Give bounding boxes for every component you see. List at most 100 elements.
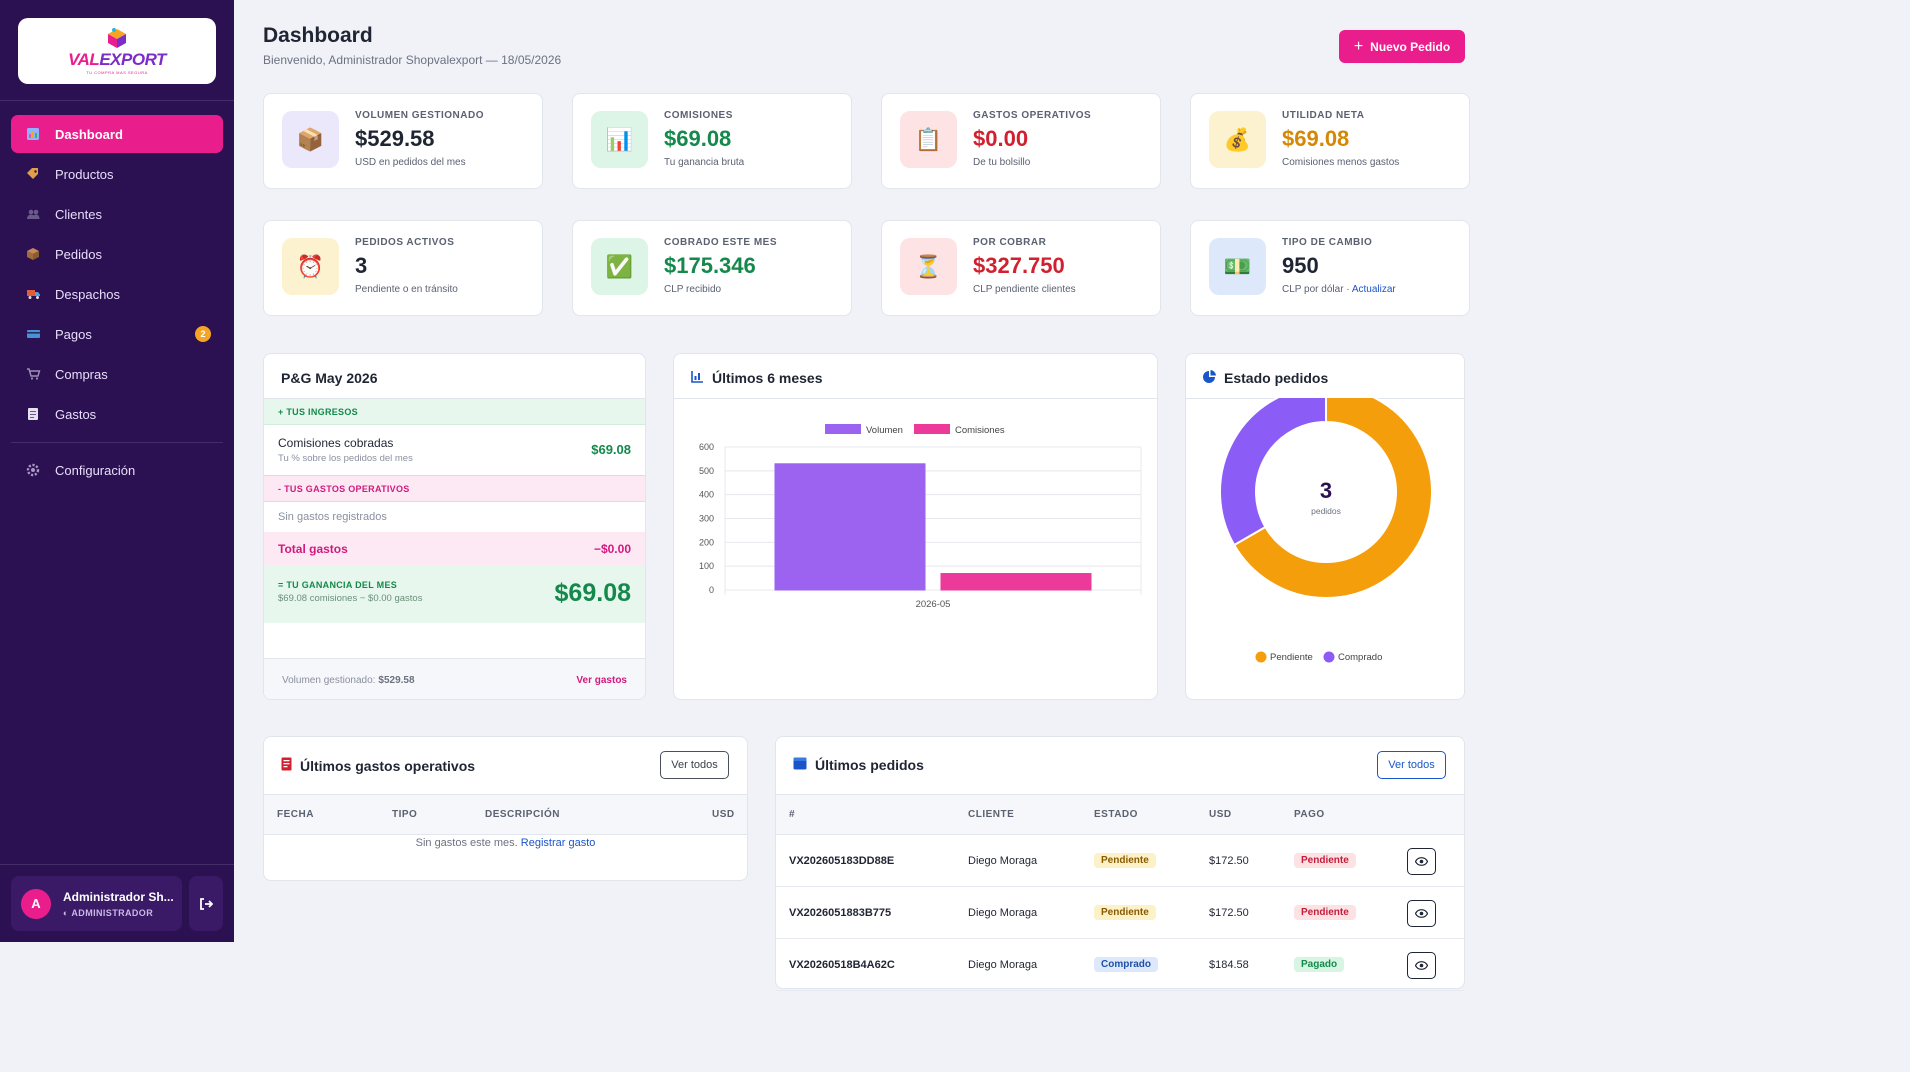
- sidebar-item-compras[interactable]: Compras: [11, 355, 223, 393]
- sidebar-item-clientes[interactable]: Clientes: [11, 195, 223, 233]
- stat-icon: 💵: [1209, 238, 1266, 295]
- stat-card: ✅ Cobrado este mes $175.346 CLP recibido: [572, 220, 852, 316]
- sidebar-item-label: Productos: [55, 166, 114, 182]
- orders-table-title: Últimos pedidos: [793, 757, 924, 773]
- sidebar-item-gastos[interactable]: Gastos: [11, 395, 223, 433]
- payment-badge: Pendiente: [1294, 853, 1356, 868]
- stat-value: $175.346: [664, 253, 756, 278]
- order-usd: $172.50: [1209, 907, 1249, 919]
- sidebar-item-pedidos[interactable]: Pedidos: [11, 235, 223, 273]
- box-icon: [793, 757, 807, 773]
- stat-label: Comisiones: [664, 110, 733, 121]
- stat-card: ⏳ Por cobrar $327.750 CLP pendiente clie…: [881, 220, 1161, 316]
- chart-icon: [25, 126, 41, 142]
- stat-note: USD en pedidos del mes: [355, 157, 466, 168]
- logo-text: VALEXPORT: [68, 50, 166, 69]
- donut-card-title: Estado pedidos: [1203, 370, 1328, 386]
- expenses-empty-row: Sin gastos este mes. Registrar gasto: [415, 837, 596, 849]
- column-header: FECHA: [277, 809, 314, 820]
- stat-card: ⏰ Pedidos activos 3 Pendiente o en tráns…: [263, 220, 543, 316]
- expenses-table-title: Últimos gastos operativos: [281, 757, 475, 774]
- stat-card: 📦 Volumen gestionado $529.58 USD en pedi…: [263, 93, 543, 189]
- sidebar-item-productos[interactable]: Productos: [11, 155, 223, 193]
- stat-note: CLP pendiente clientes: [973, 284, 1076, 295]
- view-all-expenses-button[interactable]: Ver todos: [660, 751, 729, 779]
- stat-label: Utilidad neta: [1282, 110, 1365, 121]
- stat-icon: 📋: [900, 111, 957, 168]
- legend-label: Comprado: [1338, 652, 1382, 663]
- stat-value: $69.08: [1282, 126, 1350, 151]
- eye-icon: [1415, 857, 1428, 866]
- total-expenses-amount: −$0.00: [593, 542, 631, 556]
- stat-value: $0.00: [973, 126, 1029, 151]
- receipt-icon: [25, 406, 41, 422]
- bar-volumen: [774, 463, 926, 591]
- sidebar-item-label: Gastos: [55, 406, 97, 422]
- legend-swatch: [1255, 651, 1267, 663]
- user-profile[interactable]: A Administrador Sh... ◐ ADMINISTRADOR: [11, 876, 182, 931]
- table-row: VX202605183DD88E Diego Moraga Pendiente …: [776, 836, 1464, 887]
- logout-icon: [200, 897, 213, 910]
- page-subtitle: Bienvenido, Administrador Shopvalexport …: [263, 53, 562, 67]
- sidebar-item-dashboard[interactable]: Dashboard: [11, 115, 223, 153]
- view-all-orders-button[interactable]: Ver todos: [1377, 751, 1446, 779]
- logout-button[interactable]: [189, 876, 223, 931]
- eye-icon: [1415, 909, 1428, 918]
- column-header: USD: [1209, 809, 1232, 820]
- legend-swatch: [914, 424, 950, 434]
- orders-table-card: Últimos pedidos Ver todos # CLIENTE ESTA…: [775, 736, 1465, 991]
- stat-note: Tu ganancia bruta: [664, 157, 745, 168]
- chart-card-title: Últimos 6 meses: [691, 370, 823, 386]
- view-order-button[interactable]: [1407, 900, 1436, 927]
- plus-icon: +: [1353, 37, 1364, 55]
- status-badge: Pendiente: [1094, 905, 1156, 920]
- income-row-amount: $69.08: [591, 442, 631, 457]
- x-tick-label: 2026-05: [916, 599, 951, 610]
- stat-label: Gastos operativos: [973, 110, 1092, 121]
- sidebar-item-label: Configuración: [55, 462, 136, 478]
- view-order-button[interactable]: [1407, 952, 1436, 979]
- stat-label: Tipo de cambio: [1282, 237, 1373, 248]
- column-header: DESCRIPCIÓN: [485, 809, 560, 820]
- donut-slice-pendiente: [1232, 398, 1433, 599]
- view-expenses-link[interactable]: Ver gastos: [576, 674, 627, 686]
- status-badge: Pendiente: [1094, 853, 1156, 868]
- expenses-table-card: Últimos gastos operativos Ver todos FECH…: [263, 736, 748, 881]
- view-order-button[interactable]: [1407, 848, 1436, 875]
- register-expense-link[interactable]: Registrar gasto: [520, 837, 596, 849]
- app-logo[interactable]: VALEXPORT TU COMPRA MAS SEGURA: [18, 18, 216, 84]
- net-profit-label: = TU GANANCIA DEL MES: [278, 580, 398, 590]
- avatar: A: [21, 888, 51, 919]
- payment-badge: Pagado: [1294, 957, 1345, 972]
- sidebar-item-pagos[interactable]: Pagos 2: [11, 315, 223, 353]
- user-role: ◐ ADMINISTRADOR: [63, 907, 154, 918]
- order-code: VX20260518B4A62C: [789, 959, 895, 971]
- sidebar-divider: [0, 100, 234, 101]
- y-tick-label: 200: [699, 537, 714, 547]
- update-rate-link[interactable]: Actualizar: [1351, 284, 1396, 295]
- stat-card: 💰 Utilidad neta $69.08 Comisiones menos …: [1190, 93, 1470, 189]
- stat-value: $69.08: [664, 126, 732, 151]
- logo-tagline: TU COMPRA MAS SEGURA: [86, 70, 148, 75]
- stat-label: Volumen gestionado: [355, 110, 485, 121]
- stat-note: Comisiones menos gastos: [1282, 157, 1400, 168]
- stat-icon: ⏳: [900, 238, 957, 295]
- pg-title: P&G May 2026: [281, 370, 378, 386]
- legend-label: Pendiente: [1270, 652, 1313, 663]
- column-header: TIPO: [392, 809, 418, 820]
- y-tick-label: 600: [699, 442, 714, 452]
- stat-icon: 💰: [1209, 111, 1266, 168]
- chart-card: Últimos 6 meses 0 100 200 300 400 500 600 Volum…: [673, 353, 1158, 700]
- stat-note: De tu bolsillo: [973, 157, 1031, 168]
- donut-slice-comprado: [1219, 398, 1327, 547]
- income-row-title: Comisiones cobradas: [278, 436, 394, 450]
- table-row: VX20260518B4A62C Diego Moraga Comprado $…: [776, 940, 1464, 991]
- stat-value: 3: [355, 253, 368, 278]
- sidebar-item-despachos[interactable]: Despachos: [11, 275, 223, 313]
- sidebar-item-label: Pedidos: [55, 246, 102, 262]
- sidebar-item-configuracion[interactable]: Configuración: [11, 451, 223, 489]
- order-code: VX2026051883B775: [789, 907, 892, 919]
- net-profit-amount: $69.08: [554, 579, 631, 607]
- sidebar: VALEXPORT TU COMPRA MAS SEGURA Dashboard…: [0, 0, 234, 942]
- new-order-button[interactable]: + Nuevo Pedido: [1339, 30, 1465, 63]
